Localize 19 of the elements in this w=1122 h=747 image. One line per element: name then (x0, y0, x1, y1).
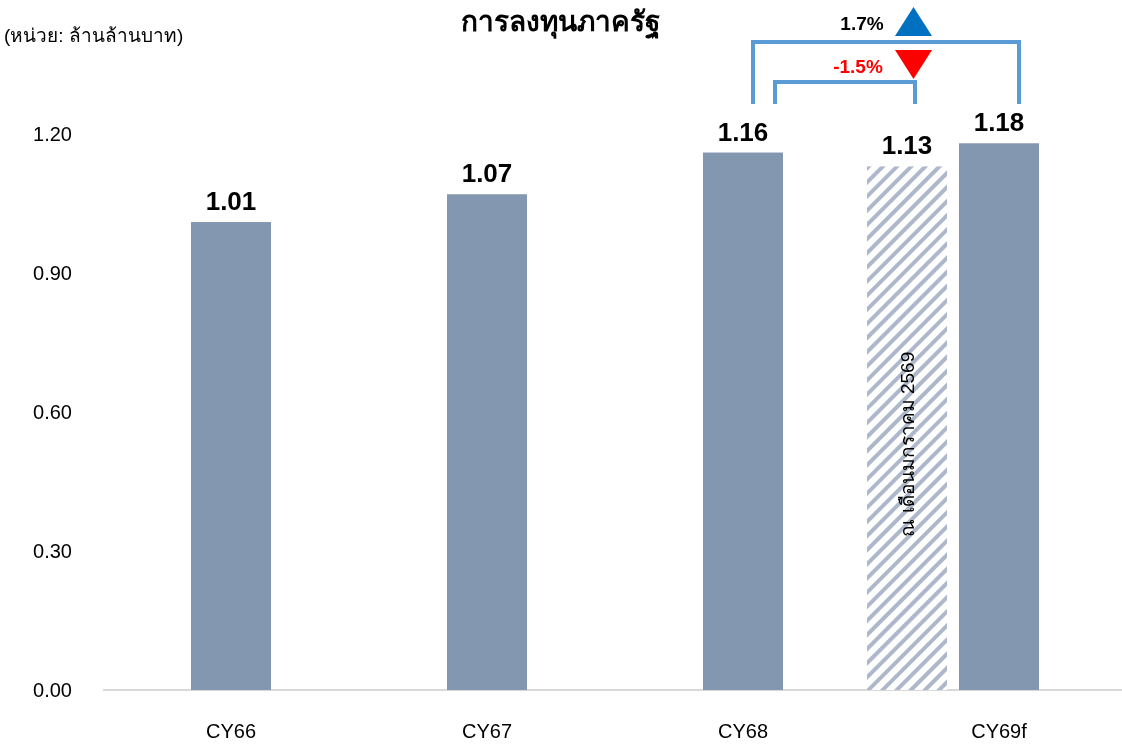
data-label: 1.07 (461, 158, 513, 189)
data-label: 1.16 (717, 116, 769, 147)
y-axis-title: (หน่วย: ล้านล้านบาท) (4, 25, 184, 46)
y-tick-label: 0.30 (33, 540, 72, 562)
x-tick-label: CY66 (205, 720, 257, 742)
y-tick-label: 0.00 (33, 679, 72, 701)
y-tick-label: 0.90 (33, 262, 72, 284)
x-tick-label: CY68 (717, 720, 769, 742)
y-tick-label: 1.20 (33, 123, 72, 145)
data-label: 1.01 (205, 186, 257, 217)
chart-title: การลงทุนภาครัฐ (460, 6, 660, 40)
data-label: 1.13 (881, 130, 933, 161)
x-tick-label: CY69f (971, 720, 1028, 742)
data-label: 1.18 (973, 107, 1025, 138)
text: -1.5% (833, 56, 883, 77)
x-tick-label: CY67 (461, 720, 513, 742)
y-tick-label: 0.60 (33, 401, 72, 423)
annotation: ณ เดือนมกราคม 2569 (897, 351, 918, 537)
text: 1.7% (840, 13, 884, 34)
